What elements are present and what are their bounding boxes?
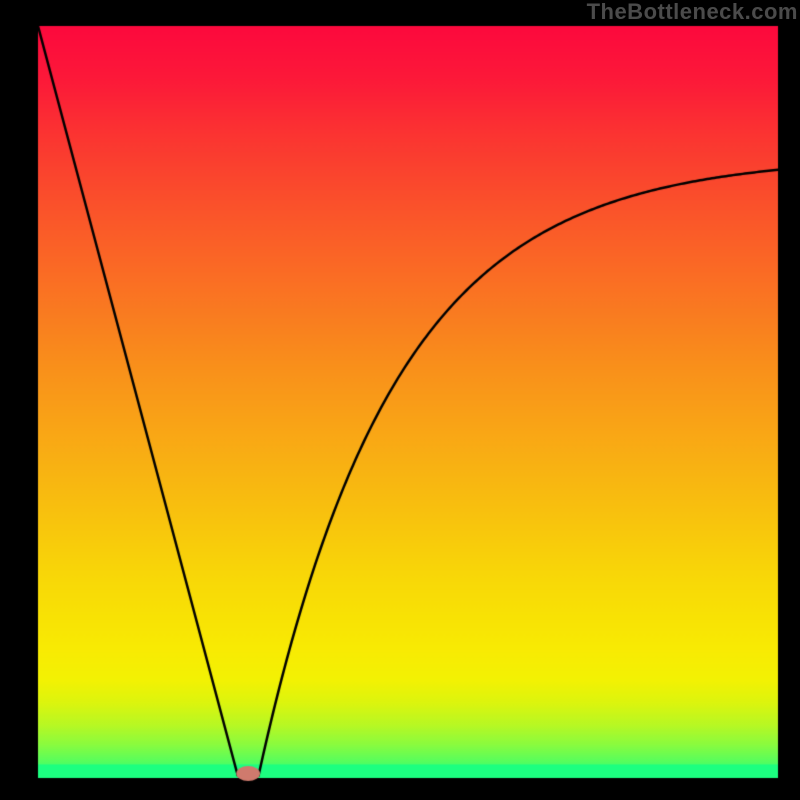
bottleneck-chart-canvas <box>0 0 800 800</box>
watermark-label: TheBottleneck.com <box>587 0 798 24</box>
chart-container: TheBottleneck.com <box>0 0 800 800</box>
